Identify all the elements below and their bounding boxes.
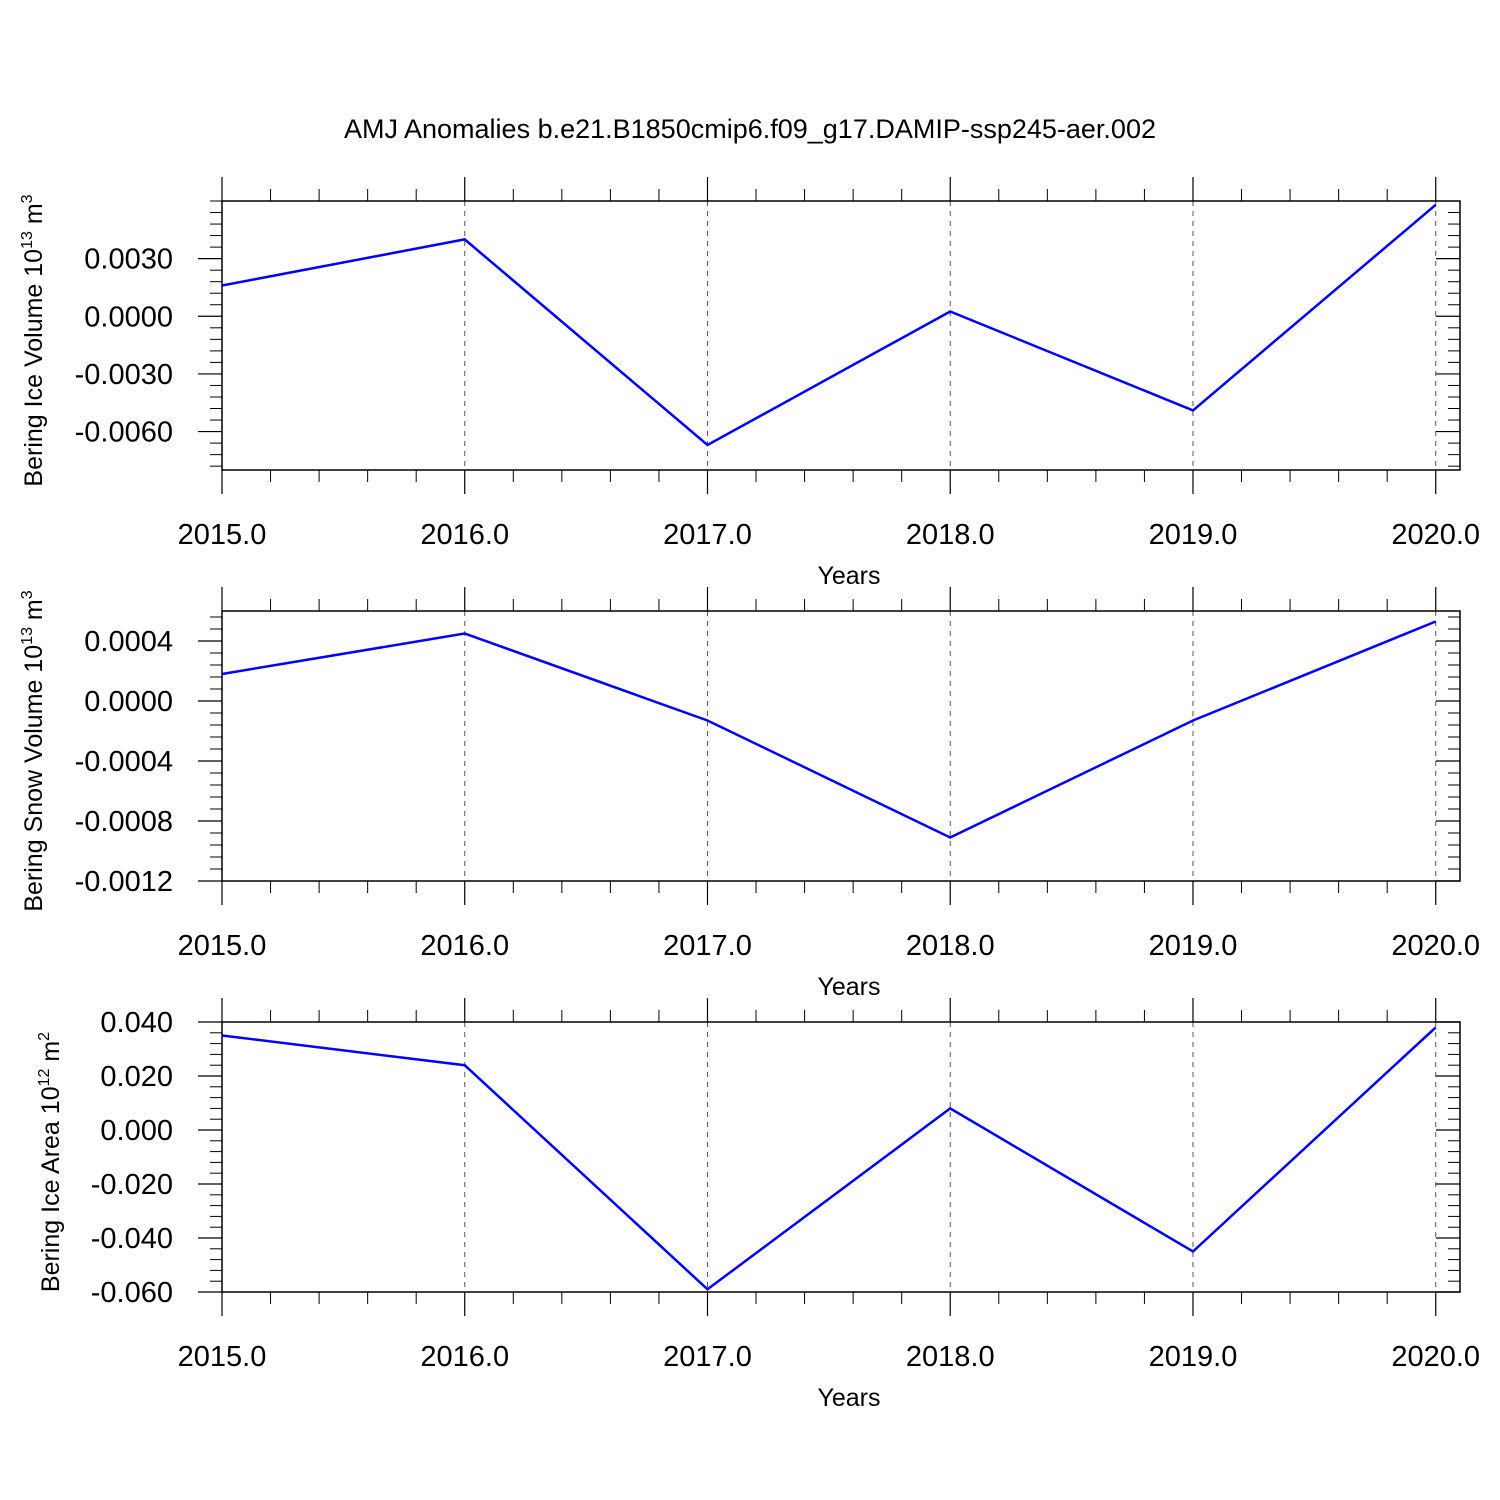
plot-frame xyxy=(221,1021,1461,1293)
y-tick-label: 0.0000 xyxy=(84,301,173,333)
x-tick-label: 2020.0 xyxy=(1391,930,1480,962)
y-tick-label: -0.020 xyxy=(91,1169,173,1201)
x-tick-label: 2020.0 xyxy=(1391,519,1480,551)
y-tick-label: -0.0004 xyxy=(75,746,173,778)
panel-ice-volume: 2015.0 2016.0 2017.0 2018.0 2019.0 2020.0 0.00… xyxy=(19,177,1480,590)
plot-frame xyxy=(221,200,1461,471)
x-axis-title: Years xyxy=(817,562,880,590)
y-tick-label: -0.060 xyxy=(91,1277,173,1309)
x-tick-label: 2015.0 xyxy=(178,519,267,551)
y-tick-label: -0.0060 xyxy=(75,417,173,449)
x-tick-label: 2019.0 xyxy=(1149,1341,1238,1373)
x-tick-label: 2017.0 xyxy=(663,519,752,551)
x-tick-label: 2015.0 xyxy=(178,1341,267,1373)
y-tick-label: -0.0008 xyxy=(75,806,173,838)
x-tick-label: 2017.0 xyxy=(663,930,752,962)
y-tick-label: 0.0004 xyxy=(84,626,173,658)
y-tick-label: 0.000 xyxy=(100,1115,173,1147)
y-tick-label: -0.0012 xyxy=(75,866,173,898)
y-axis-title: Bering Ice Volume 1013 m3 xyxy=(19,194,48,486)
x-tick-label: 2019.0 xyxy=(1149,930,1238,962)
x-tick-label: 2018.0 xyxy=(906,930,995,962)
plot-frame xyxy=(221,610,1461,882)
y-tick-label: 0.0000 xyxy=(84,686,173,718)
y-tick-label: 0.0030 xyxy=(84,244,173,276)
x-tick-label: 2016.0 xyxy=(420,930,509,962)
x-tick-label: 2018.0 xyxy=(906,519,995,551)
panel-ice-area: 2015.0 2016.0 2017.0 2018.0 2019.0 2020.0 0.04… xyxy=(36,998,1480,1412)
x-tick-label: 2019.0 xyxy=(1149,519,1238,551)
x-tick-label: 2016.0 xyxy=(420,1341,509,1373)
y-tick-label: 0.020 xyxy=(100,1061,173,1093)
y-tick-label: 0.040 xyxy=(100,1007,173,1039)
x-tick-label: 2015.0 xyxy=(178,930,267,962)
panel-snow-volume: 2015.0 2016.0 2017.0 2018.0 2019.0 2020.0 0.00… xyxy=(19,587,1480,1001)
y-tick-label: -0.040 xyxy=(91,1223,173,1255)
x-tick-label: 2016.0 xyxy=(420,519,509,551)
x-axis-title: Years xyxy=(817,1384,880,1412)
x-tick-label: 2018.0 xyxy=(906,1341,995,1373)
y-tick-label: -0.0030 xyxy=(75,359,173,391)
x-tick-label: 2017.0 xyxy=(663,1341,752,1373)
y-axis-title: Bering Ice Area 1012 m2 xyxy=(36,1032,65,1292)
series-line xyxy=(221,1026,1437,1291)
x-axis-title: Years xyxy=(817,973,880,1001)
x-tick-label: 2020.0 xyxy=(1391,1341,1480,1373)
series-line xyxy=(221,203,1437,447)
chart-title: AMJ Anomalies b.e21.B1850cmip6.f09_g17.D… xyxy=(344,114,1156,144)
y-axis-title: Bering Snow Volume 1013 m3 xyxy=(19,590,48,911)
series-line xyxy=(221,620,1437,839)
